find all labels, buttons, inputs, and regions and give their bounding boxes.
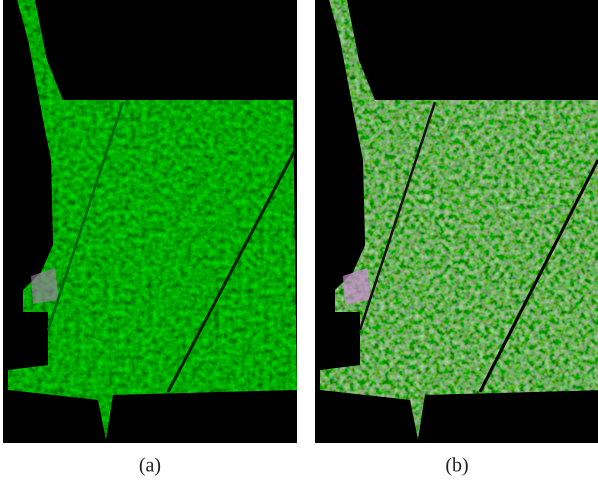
caption: (a) <box>139 455 161 477</box>
page: {"figure": {"panels": [{"caption": "(a)"… <box>0 0 598 486</box>
figure: (a) (b) <box>0 0 598 486</box>
panel-a <box>3 0 297 443</box>
panel-b <box>315 0 598 443</box>
caption: (b) <box>445 455 468 477</box>
body: (a) (b) (() => { const data = JSON.parse… <box>0 0 598 486</box>
